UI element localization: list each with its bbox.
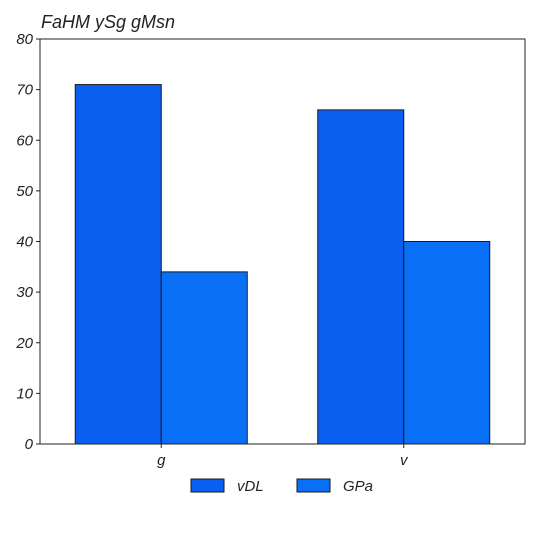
bar-GPa-g [160,271,248,445]
y-tick-label: 10 [16,385,33,402]
bar-vDL-g [74,84,162,445]
plot-area-frame [39,38,526,445]
y-tick-label: 60 [16,132,33,149]
y-axis: 0 10 20 30 40 50 60 70 80 [15,31,40,453]
legend-label-vDL: vDL [237,478,264,495]
y-tick-label: 70 [16,82,33,99]
y-tick-label: 20 [15,335,33,352]
bars-group [74,84,491,445]
y-tick-label: 0 [25,436,34,453]
x-tick-label: g [157,452,166,469]
legend-label-GPa: GPa [343,478,373,495]
legend-swatch-GPa [296,478,331,493]
y-tick-label: 80 [16,31,33,48]
legend-swatch-vDL [190,478,225,493]
legend: vDL GPa [190,478,373,495]
bar-GPa-v [403,241,491,445]
y-tick-label: 50 [16,183,33,200]
x-tick-label: v [400,452,409,469]
y-tick-label: 30 [16,284,33,301]
chart-title: FaHM ySg gMsn [41,12,175,32]
y-tick-label: 40 [16,234,33,251]
bar-vDL-v [317,109,405,445]
